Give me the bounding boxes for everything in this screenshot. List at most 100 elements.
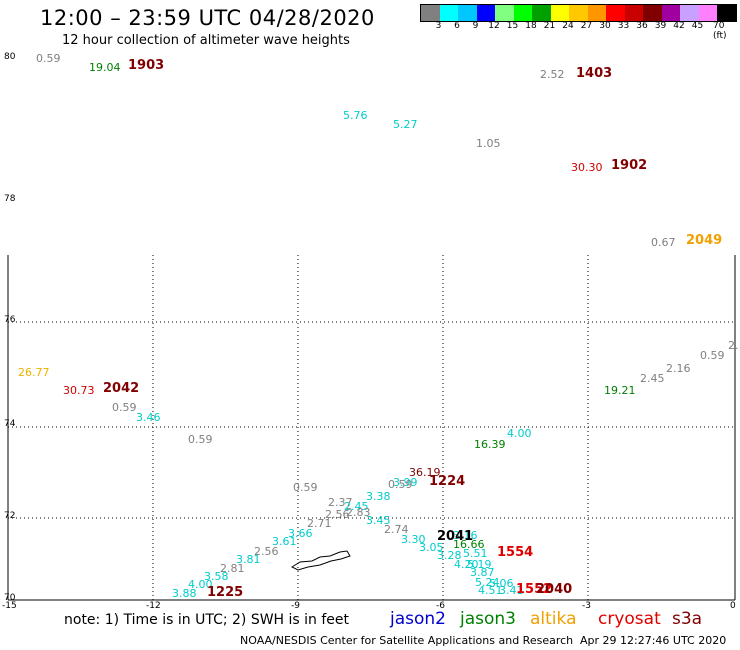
lon-label: -9 [291,601,300,611]
colorbar-swatch [476,5,495,21]
wave-height-value: 2.16 [666,362,691,375]
wave-height-value: 3.66 [288,527,313,540]
colorbar-swatch [421,5,440,21]
colorbar-label: 12 [488,21,500,31]
wave-height-value: 5.06 [489,577,514,590]
colorbar-label: 30 [599,21,611,31]
lon-label: -15 [2,601,17,611]
wave-height-value: 5.76 [343,109,368,122]
wave-height-value: 4.00 [188,578,213,591]
wave-height-value: 2. [728,339,739,352]
lat-label: 72 [4,511,16,521]
pass-time-label: 2040 [536,582,573,597]
colorbar-swatch [661,5,680,21]
wave-height-value: 2.74 [384,523,409,536]
map-plot [7,255,736,601]
wave-height-value: 30.30 [571,161,603,174]
wave-height-value: 2.83 [346,506,371,519]
map-frame [7,255,736,601]
wave-height-value: 0.59 [293,481,318,494]
map-subtitle: 12 hour collection of altimeter wave hei… [62,33,350,48]
colorbar-label: 36 [636,21,648,31]
wave-height-value: 2.56 [254,545,279,558]
wave-height-value: 2.45 [344,500,369,513]
wave-height-value: 19.21 [604,384,636,397]
lon-label: -12 [146,601,161,611]
wave-height-colorbar [420,4,737,22]
lat-label: 70 [4,593,16,603]
wave-height-value: 5.24 [475,576,500,589]
wave-height-value: 2.71 [307,517,332,530]
colorbar-swatch [587,5,606,21]
legend-jason2: jason2 [390,609,446,629]
wave-height-value: 0.59 [36,52,61,65]
pass-time-label: 1903 [128,58,165,73]
lat-label: 80 [4,52,16,62]
wave-height-value: 3.87 [470,566,495,579]
wave-height-value: 19.04 [89,61,121,74]
wave-height-value: 2.37 [328,496,353,509]
wave-height-value: 3.46 [136,411,161,424]
colorbar-label: 33 [617,21,630,31]
pass-time-label: 1554 [497,545,534,560]
lat-label: 76 [4,315,16,325]
jan-mayen-island [290,550,351,571]
colorbar-swatch [439,5,458,21]
colorbar-label: 42 [673,21,685,31]
wave-height-value: 5.51 [463,547,488,560]
wave-height-value: 0.59 [388,478,413,491]
wave-height-value: 2.52 [540,68,565,81]
wave-height-value: 0.59 [700,349,725,362]
colorbar-swatch [643,5,662,21]
colorbar-label: 18 [525,21,537,31]
legend-jason3: jason3 [460,609,516,629]
lon-label: -6 [436,601,445,611]
wave-height-value: 0.59 [112,401,137,414]
pass-time-label: 2049 [686,233,723,248]
footer-credit: NOAA/NESDIS Center for Satellite Applica… [240,634,574,647]
legend-s3a: s3a [672,609,703,629]
colorbar-swatch [624,5,643,21]
pass-time-label: 1902 [611,158,648,173]
wave-height-value: 16.39 [474,438,506,451]
wave-height-value: 16.66 [453,538,485,551]
pass-time-label: 1403 [576,66,613,81]
colorbar-swatch [458,5,477,21]
colorbar-swatch [698,5,717,21]
wave-height-value: 3.99 [393,476,418,489]
lon-label: 0 [730,601,736,611]
map-title: 12:00 – 23:59 UTC 04/28/2020 [40,6,375,30]
colorbar-label: 27 [580,21,593,31]
colorbar-swatch [513,5,532,21]
colorbar-label: 6 [454,21,460,31]
colorbar-label: 24 [562,21,574,31]
wave-height-value: 2.56 [325,508,350,521]
colorbar-labels: 3 6 9 12 15 18 21 24 27 30 33 36 39 42 45 70 (ft) [420,21,740,41]
wave-height-value: 0.59 [188,433,213,446]
colorbar-label: 39 [654,21,667,31]
colorbar-swatch [550,5,569,21]
wave-height-value: 3.61 [272,535,297,548]
wave-height-value: 3.28 [437,549,462,562]
pass-time-label: 1552 [516,582,553,597]
wave-height-value: 36.19 [409,466,441,479]
wave-height-value: 3.88 [172,587,197,600]
legend-cryosat: cryosat [598,609,661,629]
wave-height-value: 3.81 [236,553,261,566]
wave-height-value: 4.00 [507,427,532,440]
colorbar-swatch [717,5,736,21]
lat-label: 78 [4,194,16,204]
wave-height-value: 3.05 [419,541,444,554]
wave-height-value: 2.81 [220,562,245,575]
wave-height-value: 3.45 [366,514,391,527]
wave-height-value: 3.58 [204,570,229,583]
wave-height-value: 4.20 [454,558,479,571]
colorbar-swatch [532,5,551,21]
pass-time-label: 2041 [437,529,474,544]
wave-height-value: 3.38 [366,490,391,503]
footer-note: note: 1) Time is in UTC; 2) SWH is in fe… [64,612,350,628]
wave-height-value: 5.27 [393,118,418,131]
colorbar-label: 9 [472,21,479,31]
wave-height-value: 26.77 [18,366,50,379]
wave-height-value: 3.41 [499,584,524,597]
